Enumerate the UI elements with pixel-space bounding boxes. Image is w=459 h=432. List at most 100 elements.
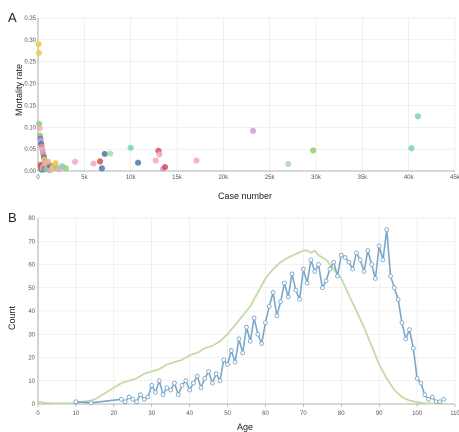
series-point bbox=[289, 271, 295, 277]
series-point bbox=[414, 376, 420, 381]
scatter-point bbox=[285, 160, 292, 168]
scatter-x-tick-label: 15k bbox=[172, 175, 183, 181]
series-point bbox=[323, 278, 329, 284]
scatter-axes bbox=[37, 18, 455, 172]
series-point bbox=[410, 345, 416, 351]
series-point bbox=[270, 290, 276, 295]
series-point bbox=[122, 399, 128, 405]
series-point bbox=[399, 320, 405, 325]
scatter-y-tick-label: 0.35 bbox=[24, 16, 36, 22]
series-point bbox=[160, 392, 166, 398]
series-point bbox=[244, 324, 249, 330]
scatter-y-tick-label: 0.05 bbox=[24, 147, 36, 153]
scatter-y-tick-label: 0.30 bbox=[24, 38, 36, 44]
line-x-tick-label: 80 bbox=[338, 411, 345, 417]
series-point bbox=[266, 304, 272, 309]
series-point bbox=[225, 362, 230, 367]
scatter-x-tick-label: 35k bbox=[357, 175, 368, 181]
series-point bbox=[134, 399, 139, 405]
series-point bbox=[73, 399, 79, 405]
scatter-x-tick-label: 45k bbox=[450, 175, 459, 181]
line-x-tick-label: 60 bbox=[262, 411, 269, 417]
series-point bbox=[441, 397, 446, 402]
line-x-tick-label: 10 bbox=[73, 411, 80, 417]
line-x-ticks: 0 10 20 30 40 50 60 70 80 90 100 110 bbox=[36, 411, 459, 417]
scatter-point bbox=[408, 145, 415, 152]
series-point bbox=[194, 373, 200, 379]
series-point bbox=[312, 269, 318, 274]
line-y-tick-label: 30 bbox=[28, 332, 35, 338]
line-x-tick-label: 90 bbox=[376, 411, 383, 417]
scatter-y-tick-label: 0.25 bbox=[24, 60, 36, 66]
scatter-point bbox=[36, 125, 43, 132]
line-y-tick-label: 70 bbox=[28, 239, 35, 245]
series-point bbox=[156, 378, 162, 384]
scatter-point bbox=[45, 158, 52, 165]
series-point bbox=[274, 313, 280, 318]
series-point bbox=[141, 397, 147, 402]
line-y-tick-label: 80 bbox=[28, 216, 35, 222]
series-point bbox=[119, 397, 124, 402]
series-point bbox=[213, 371, 219, 377]
line-x-tick-label: 110 bbox=[450, 411, 459, 417]
line-markers bbox=[73, 227, 446, 406]
line-x-axis-title: Age bbox=[237, 422, 253, 432]
series-point bbox=[384, 227, 390, 232]
series-point bbox=[179, 383, 185, 388]
scatter-point bbox=[414, 113, 422, 120]
line-y-tick-label: 20 bbox=[28, 356, 35, 362]
line-x-tick-label: 30 bbox=[148, 411, 155, 417]
series-point bbox=[240, 350, 246, 356]
series-point bbox=[263, 320, 268, 325]
line-y-ticks: 0 10 20 30 40 50 60 70 80 bbox=[28, 216, 35, 408]
series-point bbox=[259, 341, 265, 346]
series-point bbox=[316, 262, 321, 267]
line-panel: 0 10 20 30 40 50 60 70 80 90 100 110 0 10 20 30 40 50 60 7… bbox=[7, 216, 459, 432]
scatter-point bbox=[101, 150, 108, 158]
scatter-point bbox=[35, 41, 42, 48]
series-point bbox=[319, 285, 325, 291]
line-axes bbox=[37, 218, 456, 407]
line-y-tick-label: 50 bbox=[28, 286, 35, 292]
scatter-panel: 0 5k 10k 15k 20k 25k 30k 35k 40k 45k 0.00 0.05 0.10… bbox=[14, 16, 459, 201]
scatter-x-tick-label: 40k bbox=[404, 175, 415, 181]
scatter-x-ticks: 0 5k 10k 15k 20k 25k 30k 35k 40k 45k bbox=[36, 175, 459, 181]
series-point bbox=[285, 294, 291, 300]
series-point bbox=[251, 315, 257, 321]
scatter-y-tick-label: 0.00 bbox=[24, 169, 36, 175]
series-point bbox=[433, 399, 439, 405]
series-point bbox=[335, 273, 340, 279]
series-point bbox=[202, 376, 208, 381]
series-point bbox=[255, 331, 261, 337]
scatter-grid bbox=[37, 17, 456, 172]
scatter-y-axis-title: Mortality rate bbox=[14, 64, 24, 116]
scatter-point bbox=[134, 159, 142, 166]
scatter-x-tick-label: 25k bbox=[265, 175, 276, 181]
series-point bbox=[342, 255, 348, 260]
series-point bbox=[228, 348, 234, 353]
series-point bbox=[365, 248, 371, 253]
series-point bbox=[376, 243, 382, 249]
line-y-tick-label: 0 bbox=[32, 402, 36, 408]
series-point bbox=[346, 259, 352, 265]
line-x-tick-label: 20 bbox=[110, 411, 117, 417]
series-point bbox=[282, 280, 287, 286]
scatter-y-tick-label: 0.20 bbox=[24, 82, 36, 88]
line-x-tick-label: 0 bbox=[36, 411, 40, 417]
series-point bbox=[191, 380, 196, 386]
series-point bbox=[88, 400, 94, 406]
scatter-point bbox=[62, 165, 69, 172]
scatter-point bbox=[193, 157, 200, 164]
series-point bbox=[426, 397, 431, 402]
series-point bbox=[388, 273, 393, 279]
series-point bbox=[172, 380, 177, 386]
panel-label-b: B bbox=[8, 210, 17, 225]
scatter-point bbox=[249, 127, 257, 134]
series-point bbox=[373, 276, 378, 281]
series-point bbox=[327, 266, 333, 272]
scatter-y-tick-label: 0.15 bbox=[24, 103, 36, 109]
line-y-tick-label: 10 bbox=[28, 379, 35, 385]
series-point bbox=[304, 280, 310, 286]
series-point bbox=[236, 336, 242, 342]
